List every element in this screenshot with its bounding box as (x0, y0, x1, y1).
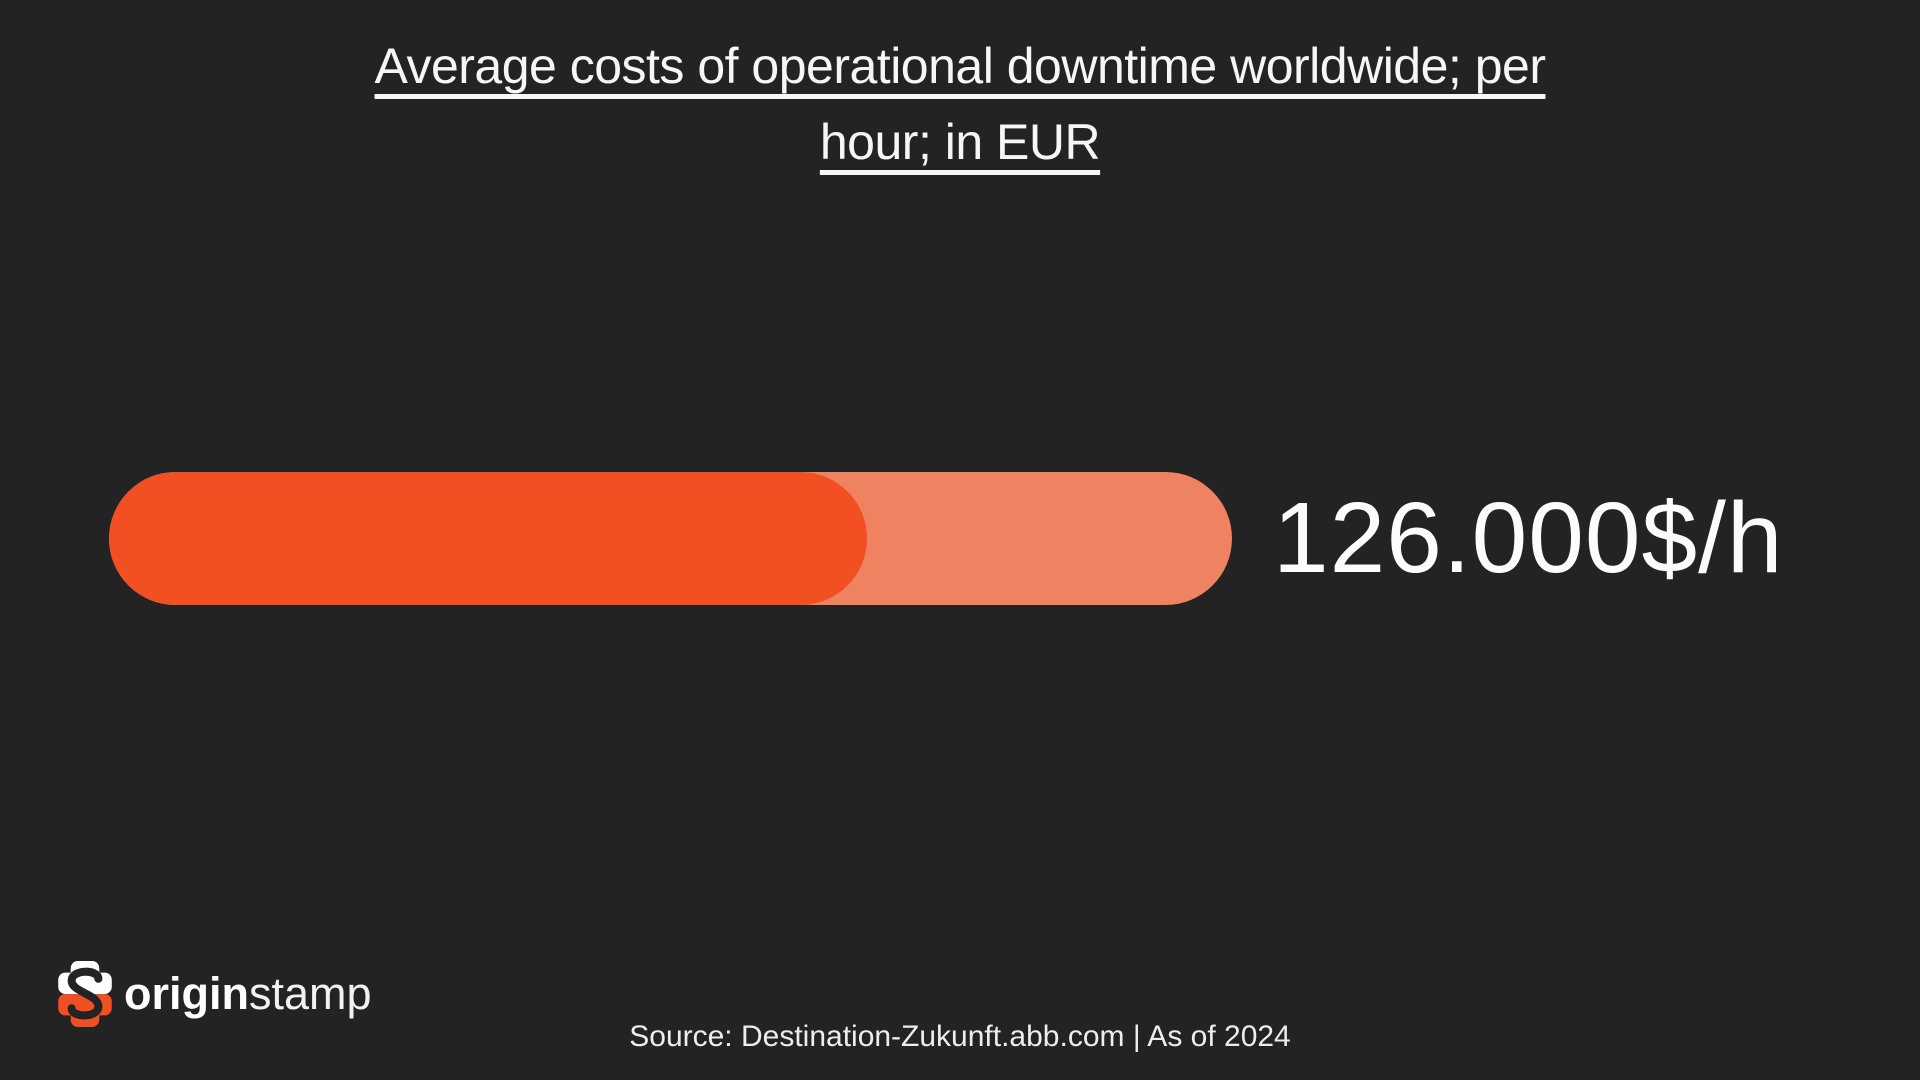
chart-title: Average costs of operational downtime wo… (0, 28, 1920, 180)
chart-title-line-2: hour; in EUR (819, 114, 1101, 170)
logo-text-stamp: stamp (248, 968, 372, 1019)
bar-track (109, 472, 1232, 605)
bar-fill (109, 472, 868, 605)
logo-text-origin: origin (124, 968, 249, 1019)
chart-title-line-1: Average costs of operational downtime wo… (374, 38, 1546, 94)
source-caption: Source: Destination-Zukunft.abb.com | As… (629, 1020, 1291, 1053)
value-label: 126.000$/h (1273, 482, 1784, 594)
logo-text: originstamp (124, 961, 372, 1027)
originstamp-logo: originstamp (58, 961, 372, 1027)
originstamp-s-icon (58, 961, 112, 1027)
